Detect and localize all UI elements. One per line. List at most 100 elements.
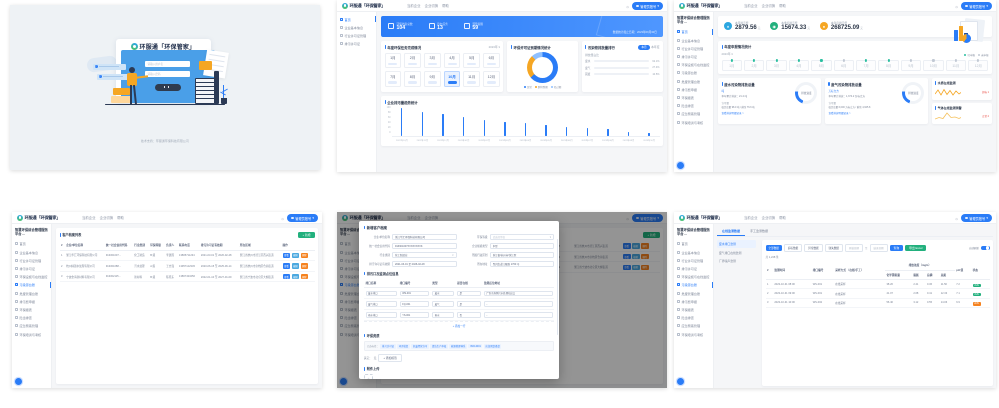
row-action-view[interactable]: 查看 [282, 263, 291, 269]
month-chip[interactable]: 8月 [878, 59, 899, 71]
bell-icon[interactable]: ☼ [280, 215, 285, 221]
topnav-item-2[interactable]: 帮助 [442, 4, 449, 8]
username-input[interactable]: 请输入用户名 [144, 60, 190, 67]
topnav-item-0[interactable]: 当前企业 [407, 216, 421, 220]
sidebar-item-license[interactable]: 行业许可证管理 [337, 256, 376, 264]
sidebar-item-permit[interactable]: 排污许可证 [337, 264, 376, 272]
field-address[interactable]: 所在地址 西兴街道江陵路 1760 号 [462, 261, 554, 267]
sidebar-item-report[interactable]: 环保报表 [674, 305, 713, 313]
sidebar-item-home[interactable]: 首页 [674, 240, 713, 248]
field-permit-validity[interactable]: 排污许可证有效期 2021-03-01 至 2026-02-28 [364, 261, 457, 267]
month-chip[interactable]: 12月 [968, 59, 989, 71]
bell-icon[interactable]: ☼ [625, 215, 630, 221]
field-scale[interactable]: 企业规模类型 中型 [462, 243, 554, 249]
tag-chip[interactable]: 环评批复 [397, 343, 410, 349]
sidebar-item-waste[interactable]: 危废管理台账 [674, 289, 713, 297]
sidebar-item-emergency[interactable]: 应急预案管理 [337, 322, 376, 330]
topnav-item-0[interactable]: 当前企业 [82, 216, 96, 220]
month-cell-selected[interactable]: 10月 [443, 71, 461, 87]
sidebar-item-permit[interactable]: 排污许可证 [12, 264, 51, 272]
month-chip[interactable]: 9月 [900, 59, 922, 71]
topnav-item-2[interactable]: 帮助 [779, 216, 786, 220]
app-logo[interactable]: 环服通「环保管家」 [674, 2, 738, 9]
field-daterange[interactable]: 2021-03-01 至 2026-02-28 [392, 261, 457, 267]
month-cell[interactable]: 4月 [443, 52, 461, 69]
add-outlet-row-button[interactable]: + 添加一行 [364, 321, 554, 330]
month-cell[interactable]: 3月 [423, 52, 441, 69]
month-chip[interactable]: 10月 [923, 59, 944, 71]
outlet-field[interactable]: 否 [457, 312, 481, 318]
topnav-item-1[interactable]: 企业切换 [99, 216, 114, 220]
field-env-level[interactable]: 环保等级 请选择等级 ▾ [462, 234, 554, 240]
sidebar-item-facility[interactable]: 环保设施与在线监控 [337, 273, 376, 281]
field-industry[interactable]: 行业类别 化工制造业 ▾ [364, 252, 457, 258]
sidebar-item-emergency[interactable]: 应急预案管理 [674, 322, 713, 330]
topnav-item-1[interactable]: 企业切换 [424, 216, 439, 220]
field-input[interactable]: 浙江华汇环保科技有限公司 [392, 234, 457, 240]
login-button[interactable] [154, 83, 181, 91]
sidebar-item-home[interactable]: 首页 [337, 240, 376, 248]
outlet-field[interactable]: 废水排口 [365, 290, 397, 297]
filter-missing[interactable]: 缺失数据 [824, 243, 843, 253]
tab-year[interactable]: 本年度 [651, 45, 660, 50]
user-menu[interactable]: 管理员账号 ▾ [632, 214, 663, 222]
field-input[interactable]: 中型 [489, 243, 554, 249]
tab-online-data[interactable]: 在线监测数据 [717, 227, 746, 236]
month-cell[interactable]: 6月 [483, 52, 500, 69]
row-action-delete[interactable]: 删除 [300, 252, 309, 259]
sidebar-item-fee[interactable]: 排污费申报 [337, 297, 376, 305]
sidebar-item-fee[interactable]: 排污费申报 [12, 297, 51, 305]
row-action-view[interactable]: 查看 [282, 252, 291, 259]
sidebar-item-permit[interactable]: 排污许可证 [674, 264, 713, 272]
sidebar-item-training[interactable]: 环保培训与考核 [674, 330, 713, 338]
row-action-view[interactable]: 查看 [622, 264, 631, 270]
sidebar-item-company[interactable]: 企业基本信息 [674, 248, 713, 256]
topnav-item-1[interactable]: 企业切换 [761, 4, 776, 8]
outlet-field[interactable]: 厂区东南侧污水处理站出口 [483, 290, 553, 297]
month-cell[interactable]: 12月 [483, 71, 500, 87]
subnav-item-water[interactable]: 废水排口监测 [717, 240, 756, 249]
sidebar-item-company[interactable]: 企业基本信息 [12, 248, 51, 256]
sidebar-item-emergency[interactable]: 应急预案管理 [674, 110, 713, 118]
user-menu[interactable]: 管理员账号 ▾ [632, 2, 663, 10]
app-logo[interactable]: 环服通「环保管家」 [337, 2, 401, 9]
filter-abnormal[interactable]: 异常数据 [804, 243, 823, 253]
sidebar-item-training[interactable]: 环保培训与考核 [337, 330, 376, 338]
field-region[interactable]: 所属行政区划 浙江省/杭州市/滨江区 [462, 252, 554, 258]
sidebar-item-permit[interactable]: 排污许可证 [674, 52, 713, 60]
add-tag-button[interactable]: + 添加标签 [378, 353, 402, 363]
app-logo[interactable]: 环服通「环保管家」 [12, 214, 76, 221]
sidebar-item-waste[interactable]: 危废管理台账 [674, 77, 713, 85]
row-action-edit[interactable]: 编辑 [291, 252, 300, 259]
sidebar-item-facility[interactable]: 环保设施与在线监控 [674, 273, 713, 281]
bell-icon[interactable]: ☼ [954, 3, 959, 9]
sidebar-item-license[interactable]: 行业许可证管理 [674, 256, 713, 264]
topnav-item-2[interactable]: 帮助 [117, 216, 124, 220]
user-menu[interactable]: 管理员账号 ▾ [961, 2, 992, 10]
row-action-view[interactable]: 查看 [622, 254, 631, 260]
outlet-field[interactable]: FQ-001 [399, 301, 430, 307]
sidebar-item-company[interactable]: 企业基本信息 [337, 23, 376, 31]
user-menu[interactable]: 管理员账号 ▾ [287, 214, 318, 222]
help-fab-button[interactable] [15, 378, 22, 385]
row-action-delete[interactable]: 删除 [640, 264, 649, 270]
row-action-edit[interactable]: 编辑 [631, 264, 640, 270]
outlet-field[interactable]: 雨水 [432, 312, 455, 318]
outlet-field[interactable]: 废水 [432, 290, 455, 297]
gauge-link[interactable]: 查看排放明细记录 > [828, 112, 851, 116]
card-year-select[interactable]: 2023年 ▾ [489, 45, 500, 49]
month-chip[interactable]: 11月 [945, 59, 967, 71]
monitor-row[interactable]: 2 2023-10-31 09:00 WS-001 在线采样 41.07 2.68 0.41… [765, 288, 990, 299]
row-action-edit[interactable]: 编辑 [291, 273, 300, 280]
tag-chip[interactable]: 清洁生产审核 [430, 343, 448, 349]
row-action-edit[interactable]: 编辑 [631, 254, 640, 260]
month-cell[interactable]: 9月 [423, 71, 441, 87]
sidebar-item-source[interactable]: 污染源台账 [674, 281, 713, 289]
month-cell[interactable]: 8月 [404, 71, 421, 87]
sidebar-item-waste[interactable]: 危废管理台账 [337, 289, 376, 297]
sidebar-item-license[interactable]: 行业许可证管理 [337, 31, 376, 39]
upload-dropzone[interactable]: + [364, 374, 373, 379]
subnav-item-gas[interactable]: 废气排口在线监测 [719, 250, 742, 255]
